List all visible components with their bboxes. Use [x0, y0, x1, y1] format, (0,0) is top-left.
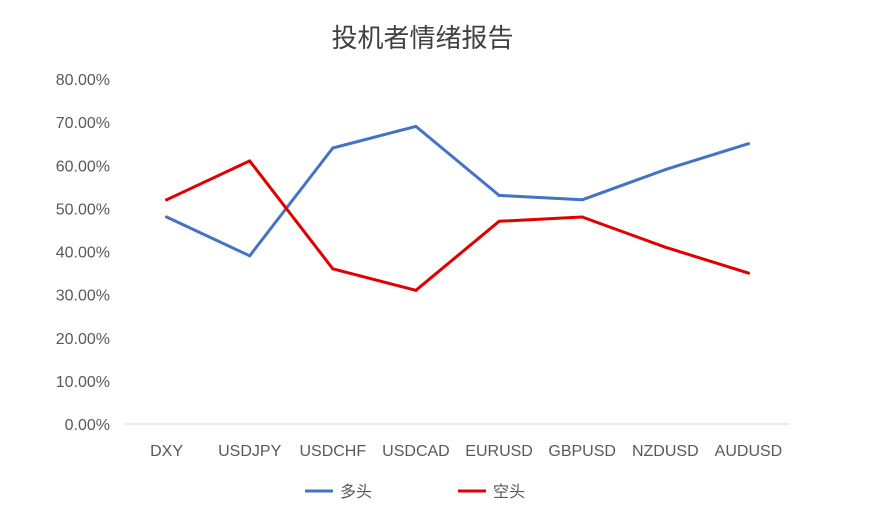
data-point	[663, 245, 667, 249]
chart-title: 投机者情绪报告	[331, 24, 514, 54]
x-tick-label: USDCAD	[382, 443, 450, 460]
data-point	[414, 124, 418, 128]
x-tick-label: DXY	[150, 443, 183, 460]
y-tick-label: 50.00%	[56, 201, 110, 218]
x-axis-ticks: DXY USDJPY USDCHF USDCAD EURUSD GBPUSD NZDUSD A…	[150, 443, 782, 460]
y-tick-label: 30.00%	[56, 288, 110, 305]
data-point	[746, 142, 750, 146]
x-tick-label: EURUSD	[465, 443, 533, 460]
y-tick-label: 20.00%	[56, 331, 110, 348]
x-tick-label: USDJPY	[218, 443, 281, 460]
data-point	[165, 198, 169, 202]
y-tick-label: 60.00%	[56, 158, 110, 175]
x-tick-label: NZDUSD	[632, 443, 699, 460]
series-line-0	[165, 124, 750, 258]
x-tick-label: GBPUSD	[548, 443, 616, 460]
data-point	[497, 193, 501, 197]
y-tick-label: 70.00%	[56, 115, 110, 132]
legend: 多头 空头	[305, 482, 525, 501]
data-point	[746, 271, 750, 275]
y-tick-label: 80.00%	[56, 72, 110, 89]
legend-label: 多头	[340, 482, 372, 501]
data-point	[414, 288, 418, 292]
y-tick-label: 10.00%	[56, 374, 110, 391]
data-point	[248, 159, 252, 163]
y-axis-ticks: 0.00% 10.00% 20.00% 30.00% 40.00% 50.00% 60.00…	[56, 72, 110, 434]
y-tick-label: 0.00%	[65, 417, 110, 434]
data-point	[248, 254, 252, 258]
data-point	[663, 168, 667, 172]
x-tick-label: USDCHF	[299, 443, 366, 460]
data-point	[331, 267, 335, 271]
data-point	[580, 198, 584, 202]
series-lines	[165, 124, 750, 292]
y-tick-label: 40.00%	[56, 245, 110, 262]
series-line-1	[165, 159, 750, 292]
data-point	[165, 215, 169, 219]
legend-label: 空头	[493, 482, 525, 501]
data-point	[331, 146, 335, 150]
x-tick-label: AUDUSD	[715, 443, 783, 460]
data-point	[497, 219, 501, 223]
data-point	[580, 215, 584, 219]
